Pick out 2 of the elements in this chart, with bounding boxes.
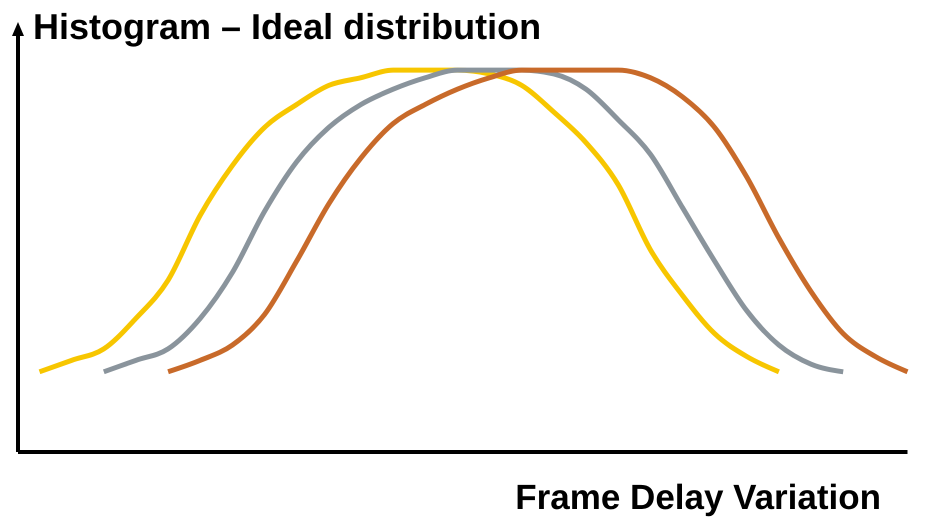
chart-title: Histogram – Ideal distribution bbox=[33, 6, 542, 48]
x-axis-title: Frame Delay Variation bbox=[515, 478, 881, 518]
